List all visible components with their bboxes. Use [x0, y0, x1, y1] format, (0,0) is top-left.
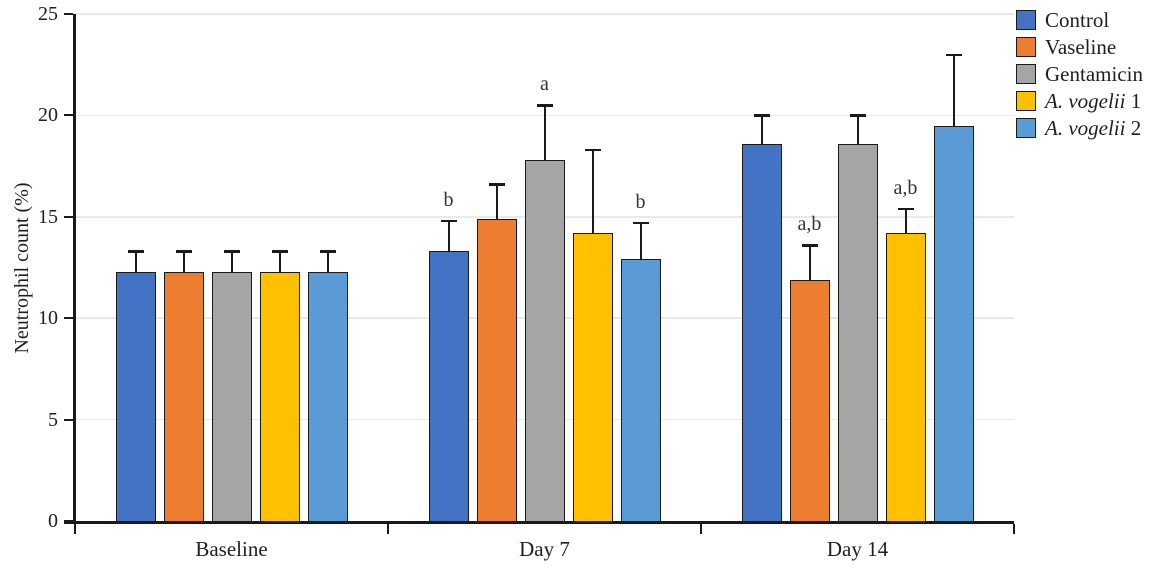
error-bar-vaseline-baseline: [182, 251, 185, 272]
error-cap-a-vogelii-2-baseline: [319, 250, 336, 253]
y-tick-20: [64, 114, 73, 117]
error-bar-gentamicin-baseline: [230, 251, 233, 272]
error-cap-gentamicin-day-14: [849, 114, 866, 117]
y-tick-5: [64, 418, 73, 421]
bar-control-day-14: [741, 143, 782, 522]
error-cap-vaseline-day-14: [801, 244, 818, 247]
error-bar-a-vogelii-1-day-7: [591, 149, 594, 234]
bar-vaseline-baseline: [163, 271, 204, 522]
bar-vaseline-day-14: [789, 279, 830, 522]
legend-swatch-icon: [1016, 63, 1036, 84]
bar-control-baseline: [115, 271, 156, 522]
legend-swatch-icon: [1016, 9, 1036, 30]
y-tick-label-20: 20: [38, 104, 58, 127]
bar-gentamicin-day-7: [524, 160, 565, 522]
y-tick-0: [64, 520, 73, 522]
sig-label-vaseline-day-14: a,b: [797, 213, 822, 236]
bar-a-vogelii-1-day-14: [885, 233, 926, 522]
bar-gentamicin-baseline: [211, 271, 252, 522]
bar-a-vogelii-2-day-14: [933, 125, 974, 522]
sig-label-gentamicin-day-7: a: [540, 73, 549, 96]
error-bar-vaseline-day-14: [808, 245, 811, 280]
legend-item-control: Control: [1016, 6, 1143, 33]
bar-vaseline-day-7: [476, 218, 517, 522]
error-cap-control-baseline: [127, 250, 144, 253]
bar-control-day-7: [428, 251, 469, 522]
error-cap-a-vogelii-2-day-7: [632, 221, 649, 225]
error-bar-control-day-7: [447, 220, 450, 252]
error-bar-vaseline-day-7: [495, 184, 498, 219]
error-cap-vaseline-baseline: [175, 250, 192, 253]
error-bar-control-baseline: [134, 251, 137, 272]
error-cap-a-vogelii-1-day-14: [897, 207, 914, 211]
error-cap-control-day-7: [440, 219, 457, 223]
error-bar-a-vogelii-2-baseline: [326, 251, 329, 272]
legend-label: A. vogelii 1: [1045, 88, 1142, 113]
legend-swatch-icon: [1016, 36, 1036, 57]
error-bar-a-vogelii-1-day-14: [904, 208, 907, 234]
legend-label: Gentamicin: [1045, 61, 1143, 86]
error-bar-gentamicin-day-14: [856, 115, 859, 144]
bar-a-vogelii-1-day-7: [572, 233, 613, 522]
legend-swatch-icon: [1016, 90, 1036, 111]
y-tick-25: [64, 13, 73, 15]
gridline-y-25: [75, 13, 1014, 15]
error-bar-a-vogelii-2-day-14: [952, 54, 955, 126]
x-category-label-baseline: Baseline: [195, 537, 268, 561]
legend: Control Vaseline Gentamicin A. vogelii 1 A. …: [1016, 6, 1143, 141]
error-cap-a-vogelii-2-day-14: [945, 53, 962, 57]
x-tick-0: [74, 523, 76, 534]
error-bar-a-vogelii-2-day-7: [639, 222, 642, 260]
error-bar-a-vogelii-1-baseline: [278, 251, 281, 272]
x-axis-line: [64, 521, 1014, 524]
legend-swatch-icon: [1016, 117, 1036, 138]
error-cap-vaseline-day-7: [488, 183, 505, 186]
y-tick-label-15: 15: [38, 205, 58, 228]
x-tick-3: [1013, 523, 1015, 534]
y-tick-label-10: 10: [38, 307, 58, 330]
error-cap-control-day-14: [753, 114, 770, 117]
error-cap-gentamicin-day-7: [536, 104, 553, 107]
legend-label: Vaseline: [1045, 34, 1117, 59]
error-cap-a-vogelii-1-baseline: [271, 250, 288, 253]
sig-label-a-vogelii-2-day-7: b: [635, 190, 646, 213]
y-tick-10: [64, 317, 73, 320]
sig-label-control-day-7: b: [443, 188, 454, 211]
y-tick-label-0: 0: [48, 510, 58, 532]
error-cap-a-vogelii-1-day-7: [584, 148, 601, 152]
sig-label-a-vogelii-1-day-14: a,b: [893, 176, 918, 199]
legend-item-vaseline: Vaseline: [1016, 33, 1143, 60]
x-category-label-day-7: Day 7: [519, 537, 570, 561]
y-tick-label-5: 5: [48, 408, 58, 431]
y-tick-label-25: 25: [38, 3, 58, 25]
bar-gentamicin-day-14: [837, 143, 878, 522]
legend-label: A. vogelii 2: [1045, 115, 1142, 140]
legend-label: Control: [1045, 7, 1110, 32]
y-tick-15: [64, 215, 73, 218]
bar-a-vogelii-1-baseline: [259, 271, 300, 522]
y-axis-title: Neutrophil count (%): [11, 182, 33, 354]
y-axis-line: [73, 14, 76, 524]
error-cap-gentamicin-baseline: [223, 250, 240, 253]
error-bar-control-day-14: [760, 115, 763, 144]
x-category-label-day-14: Day 14: [826, 537, 889, 561]
x-tick-2: [700, 523, 702, 534]
bar-a-vogelii-2-day-7: [620, 259, 661, 522]
legend-item-a-vogelii-1: A. vogelii 1: [1016, 87, 1143, 114]
x-tick-1: [387, 523, 389, 534]
legend-item-a-vogelii-2: A. vogelii 2: [1016, 114, 1143, 141]
error-bar-gentamicin-day-7: [543, 105, 546, 160]
bar-a-vogelii-2-baseline: [307, 271, 348, 522]
legend-item-gentamicin: Gentamicin: [1016, 60, 1143, 87]
